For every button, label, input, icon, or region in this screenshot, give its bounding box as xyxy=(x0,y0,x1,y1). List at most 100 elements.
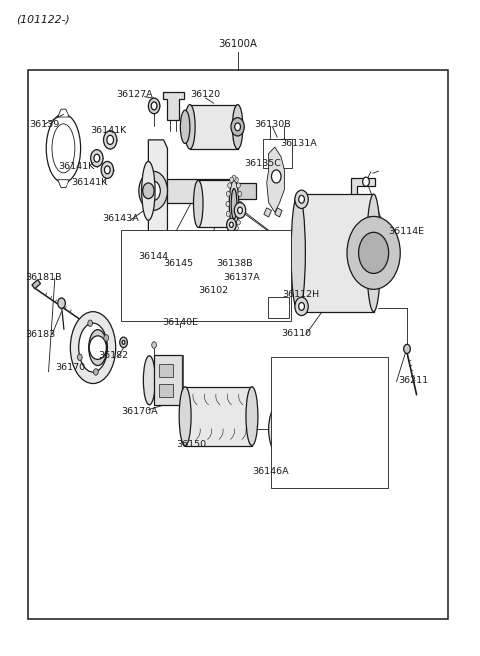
Text: 36141K: 36141K xyxy=(72,178,108,188)
Bar xyxy=(28,70,447,619)
Ellipse shape xyxy=(180,110,190,144)
Ellipse shape xyxy=(71,312,116,384)
Circle shape xyxy=(269,389,328,470)
Polygon shape xyxy=(351,178,374,289)
Text: 36135C: 36135C xyxy=(244,159,281,168)
Circle shape xyxy=(104,131,117,149)
Circle shape xyxy=(287,413,310,445)
Circle shape xyxy=(272,170,281,183)
Circle shape xyxy=(146,181,160,201)
Circle shape xyxy=(228,220,231,225)
Polygon shape xyxy=(58,109,69,117)
Ellipse shape xyxy=(232,104,243,149)
Text: 36139: 36139 xyxy=(29,119,60,129)
Circle shape xyxy=(91,150,103,167)
Text: (101122-): (101122-) xyxy=(16,14,69,25)
Ellipse shape xyxy=(79,323,108,372)
Text: 36141K: 36141K xyxy=(91,126,127,135)
Circle shape xyxy=(237,220,240,225)
Bar xyxy=(120,230,290,321)
Ellipse shape xyxy=(179,387,191,445)
Circle shape xyxy=(104,335,108,341)
Circle shape xyxy=(120,337,127,348)
Ellipse shape xyxy=(193,180,203,228)
Circle shape xyxy=(148,98,160,113)
Polygon shape xyxy=(32,279,40,289)
Circle shape xyxy=(89,336,107,359)
Text: 36182: 36182 xyxy=(98,351,129,360)
Text: 36120: 36120 xyxy=(191,90,221,98)
Circle shape xyxy=(235,123,240,131)
Polygon shape xyxy=(275,208,282,217)
Polygon shape xyxy=(58,180,69,188)
Circle shape xyxy=(363,177,369,186)
Bar xyxy=(159,364,173,377)
Ellipse shape xyxy=(185,104,195,149)
Text: 36137A: 36137A xyxy=(223,272,260,281)
Text: 36130B: 36130B xyxy=(254,119,291,129)
Text: 36131A: 36131A xyxy=(281,139,317,148)
Circle shape xyxy=(238,192,241,197)
Text: 36150: 36150 xyxy=(176,440,206,449)
Circle shape xyxy=(88,320,93,327)
Polygon shape xyxy=(267,147,284,213)
Circle shape xyxy=(359,232,389,274)
Circle shape xyxy=(58,298,65,308)
Circle shape xyxy=(94,369,98,375)
Circle shape xyxy=(77,354,82,361)
Circle shape xyxy=(228,183,231,188)
Circle shape xyxy=(299,195,304,203)
Text: 36112H: 36112H xyxy=(282,289,319,298)
Circle shape xyxy=(238,207,242,214)
Ellipse shape xyxy=(89,329,107,365)
Circle shape xyxy=(105,166,110,174)
Circle shape xyxy=(227,218,236,232)
Bar xyxy=(263,138,291,168)
Text: 36143A: 36143A xyxy=(102,214,139,223)
Circle shape xyxy=(101,161,114,178)
Text: 36144: 36144 xyxy=(138,252,168,260)
Circle shape xyxy=(226,201,230,207)
Bar xyxy=(268,297,289,318)
Circle shape xyxy=(347,216,400,289)
Circle shape xyxy=(235,226,238,231)
Text: 36114E: 36114E xyxy=(388,227,424,236)
Text: 36211: 36211 xyxy=(398,376,429,385)
Ellipse shape xyxy=(52,124,75,173)
Ellipse shape xyxy=(231,189,237,219)
Circle shape xyxy=(404,344,410,354)
Circle shape xyxy=(238,211,241,216)
Circle shape xyxy=(230,226,234,231)
Polygon shape xyxy=(163,92,184,120)
Bar xyxy=(154,356,182,405)
Text: 36170: 36170 xyxy=(56,363,85,372)
Text: 36183: 36183 xyxy=(25,330,56,339)
Polygon shape xyxy=(264,208,272,217)
Circle shape xyxy=(107,135,114,144)
Bar xyxy=(221,272,250,286)
Circle shape xyxy=(231,117,244,136)
Ellipse shape xyxy=(46,114,81,182)
Circle shape xyxy=(295,190,308,209)
Text: 36141K: 36141K xyxy=(59,161,95,171)
Circle shape xyxy=(295,297,308,316)
Bar xyxy=(272,358,388,488)
Circle shape xyxy=(229,222,233,228)
Circle shape xyxy=(227,211,230,216)
Circle shape xyxy=(230,177,234,182)
Circle shape xyxy=(234,203,246,218)
Circle shape xyxy=(337,424,344,434)
Text: 36102: 36102 xyxy=(199,285,229,295)
Text: 36140E: 36140E xyxy=(162,318,198,327)
Circle shape xyxy=(237,183,240,188)
Text: 36110: 36110 xyxy=(281,329,312,338)
Bar xyxy=(198,180,234,228)
Circle shape xyxy=(152,342,156,348)
Bar xyxy=(298,194,373,312)
Circle shape xyxy=(235,177,238,182)
Ellipse shape xyxy=(366,194,381,312)
Ellipse shape xyxy=(291,194,305,312)
Bar xyxy=(234,183,256,199)
Ellipse shape xyxy=(144,356,156,405)
Text: 36127A: 36127A xyxy=(116,90,152,98)
